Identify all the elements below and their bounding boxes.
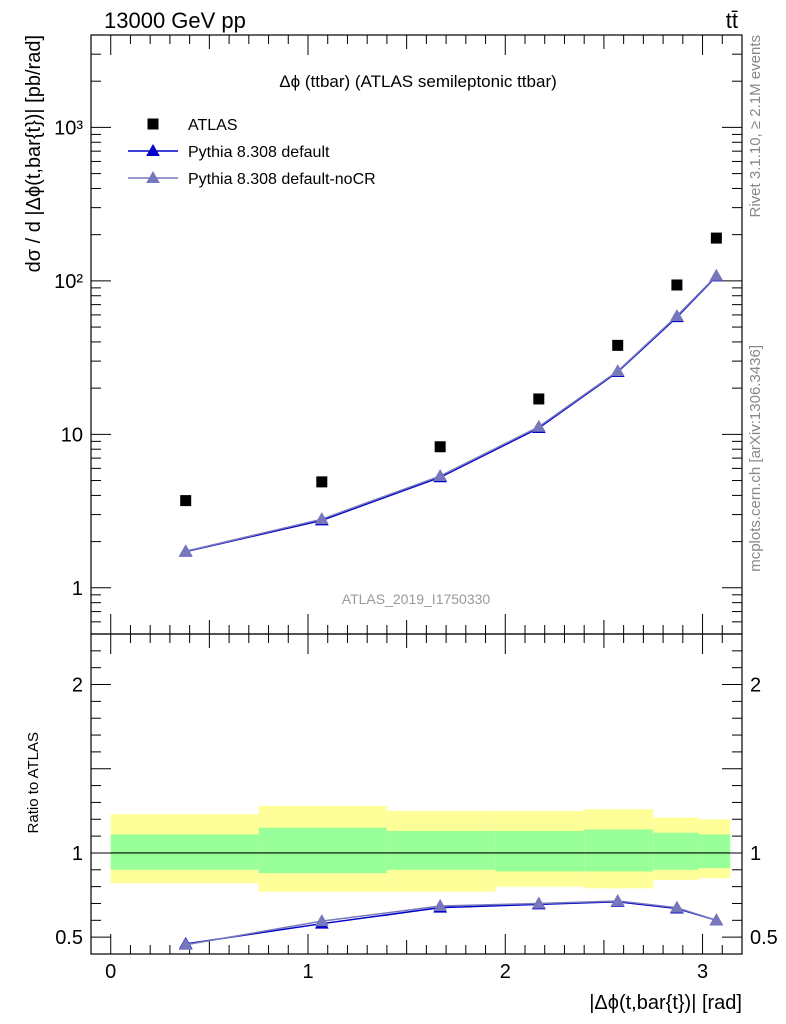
- ratio-y-tick-label-right: 0.5: [750, 927, 778, 949]
- ratio-y-tick-label: 2: [72, 675, 83, 697]
- stat-uncertainty-band: [698, 834, 731, 869]
- header-process-label: tt̄: [726, 8, 738, 33]
- atlas-data-point: [710, 232, 722, 244]
- mc-ratio-point: [709, 913, 724, 926]
- ratio-plot-frame: 0 1 2 3 0.5 0.5 1 1 2 2: [55, 633, 778, 983]
- legend-marker: [146, 143, 160, 156]
- atlas-data-point: [316, 476, 328, 488]
- legend-marker-atlas: [147, 118, 159, 130]
- y-tick-label: 10³: [54, 117, 83, 139]
- atlas-data-point: [671, 279, 683, 291]
- mc-series-line: [185, 275, 717, 552]
- mc-data-point: [670, 309, 684, 322]
- y-axis-label: dσ / d |Δϕ(t,bar{t})| [pb/rad]: [23, 35, 45, 272]
- stat-uncertainty-band: [495, 831, 585, 872]
- header-energy-label: 13000 GeV pp: [104, 8, 246, 33]
- ratio-y-tick-label: 1: [72, 843, 83, 865]
- rivet-side-label: Rivet 3.1.10, ≥ 2.1M events: [747, 35, 764, 218]
- legend-marker: [146, 170, 160, 183]
- stat-uncertainty-band: [386, 831, 496, 870]
- y-tick-label: 10²: [54, 271, 83, 293]
- x-tick-label: 3: [697, 961, 708, 983]
- plot-title: Δϕ (ttbar) (ATLAS semileptonic ttbar): [279, 72, 557, 91]
- atlas-data-point: [434, 441, 446, 453]
- ratio-y-tick-label: 0.5: [55, 927, 83, 949]
- atlas-data-point: [533, 393, 545, 405]
- ratio-plot-border: [90, 633, 743, 955]
- legend-label: Pythia 8.308 default: [188, 144, 330, 161]
- mc-data-point: [314, 512, 329, 525]
- ratio-plot-series: [178, 893, 724, 950]
- legend: ATLAS Pythia 8.308 default Pythia 8.308 de…: [128, 117, 376, 188]
- mc-ratio-point: [314, 914, 329, 927]
- stat-uncertainty-band: [584, 829, 654, 872]
- x-tick-label: 0: [105, 961, 116, 983]
- analysis-tag: ATLAS_2019_I1750330: [342, 591, 491, 607]
- stat-uncertainty-band: [258, 827, 387, 874]
- x-axis-label: |Δϕ(t,bar{t})| [rad]: [589, 992, 742, 1014]
- mc-data-point: [433, 469, 448, 482]
- y-tick-label: 1: [72, 578, 83, 600]
- mc-data-point: [531, 419, 546, 432]
- y-tick-label: 10: [61, 424, 83, 446]
- mc-ratio-point: [531, 896, 546, 909]
- legend-label: Pythia 8.308 default-noCR: [188, 171, 376, 188]
- mc-ratio-line: [185, 901, 717, 945]
- x-tick-label: 1: [302, 961, 313, 983]
- main-plot-frame: 1 10 10² 10³: [54, 34, 743, 635]
- mc-series-line: [185, 275, 717, 553]
- legend-label: ATLAS: [188, 117, 238, 134]
- ratio-uncertainty-bands: [110, 805, 731, 892]
- mc-data-point: [709, 268, 724, 281]
- main-plot-series: [178, 232, 724, 557]
- mc-data-point: [610, 364, 625, 377]
- stat-uncertainty-band: [653, 832, 699, 870]
- mc-ratio-point: [178, 937, 193, 950]
- mc-data-point: [178, 544, 193, 557]
- stat-uncertainty-band: [110, 834, 259, 870]
- ratio-y-tick-label-right: 1: [750, 843, 761, 865]
- mc-ratio-point: [433, 898, 448, 911]
- mc-ratio-point: [610, 893, 625, 906]
- ratio-y-tick-label-right: 2: [750, 675, 761, 697]
- mcplots-side-label: mcplots.cern.ch [arXiv:1306.3436]: [747, 345, 764, 572]
- mc-ratio-point: [670, 900, 684, 913]
- x-tick-label: 2: [500, 961, 511, 983]
- ratio-y-axis-label: Ratio to ATLAS: [25, 732, 42, 833]
- atlas-data-point: [180, 495, 192, 507]
- atlas-data-point: [612, 339, 624, 351]
